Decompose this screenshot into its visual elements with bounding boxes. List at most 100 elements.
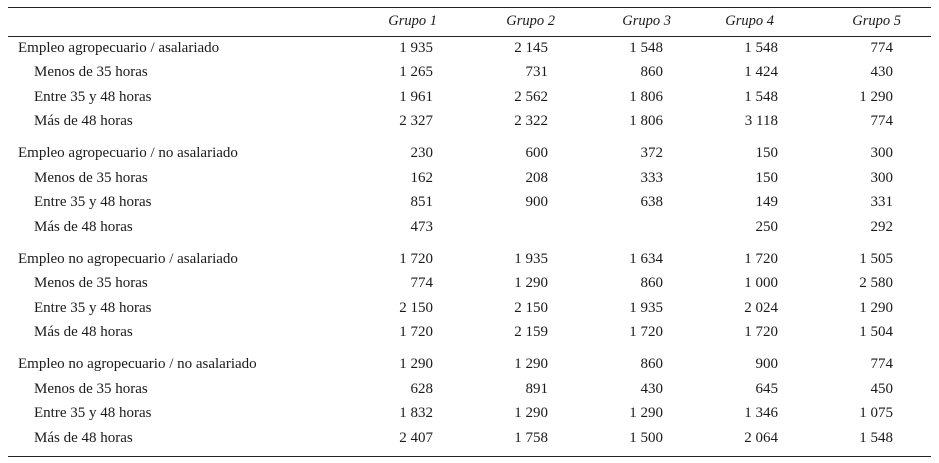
table-cell: 1 548 [629, 40, 663, 56]
row-label: Entre 35 y 48 horas [34, 300, 152, 316]
table-cell: 600 [525, 145, 549, 161]
table-cell: 1 806 [629, 113, 663, 129]
table-cell: 1 290 [859, 89, 893, 105]
table-cell: 1 290 [859, 300, 893, 316]
table-row: Más de 48 horas 2 327 2 322 1 806 3 118 774 [0, 111, 939, 131]
table-cell: 2 145 [514, 40, 548, 56]
row-label: Empleo no agropecuario / asalariado [18, 251, 238, 267]
table-top-rule [8, 7, 931, 9]
table-cell: 1 634 [629, 251, 663, 267]
table-cell: 900 [525, 194, 549, 210]
table-cell: 1 935 [514, 251, 548, 267]
table-cell: 2 064 [744, 430, 778, 446]
row-label: Más de 48 horas [34, 324, 133, 340]
table-cell: 1 961 [399, 89, 433, 105]
table-cell: 1 935 [629, 300, 663, 316]
table-cell: 1 832 [399, 405, 433, 421]
row-label: Empleo no agropecuario / no asalariado [18, 356, 257, 372]
row-label: Entre 35 y 48 horas [34, 194, 152, 210]
table-cell: 891 [525, 381, 549, 397]
table-cell: 774 [870, 113, 894, 129]
table-cell: 430 [870, 64, 894, 80]
table-cell: 1 500 [629, 430, 663, 446]
table-cell: 774 [870, 40, 894, 56]
table-cell: 774 [870, 356, 894, 372]
table-cell: 208 [525, 170, 549, 186]
table-cell: 250 [755, 219, 779, 235]
row-label: Entre 35 y 48 horas [34, 89, 152, 105]
table-cell: 1 290 [399, 356, 433, 372]
row-label: Menos de 35 horas [34, 170, 148, 186]
table-cell: 1 548 [744, 40, 778, 56]
table-cell: 860 [640, 275, 664, 291]
row-label: Menos de 35 horas [34, 275, 148, 291]
table-cell: 1 000 [744, 275, 778, 291]
table-row: Más de 48 horas 1 720 2 159 1 720 1 720 1 504 [0, 322, 939, 342]
table-cell: 150 [755, 145, 779, 161]
row-label: Más de 48 horas [34, 430, 133, 446]
table-cell: 628 [410, 381, 434, 397]
table-cell: 1 720 [629, 324, 663, 340]
table-cell: 300 [870, 145, 894, 161]
table-cell: 333 [640, 170, 664, 186]
table-cell: 2 159 [514, 324, 548, 340]
row-label: Entre 35 y 48 horas [34, 405, 152, 421]
table-cell: 149 [755, 194, 779, 210]
table-cell: 645 [755, 381, 779, 397]
table-cell: 2 407 [399, 430, 433, 446]
table-cell: 1 720 [399, 251, 433, 267]
table-cell: 150 [755, 170, 779, 186]
row-label: Empleo agropecuario / no asalariado [18, 145, 238, 161]
row-label: Menos de 35 horas [34, 64, 148, 80]
table-row: Menos de 35 horas 162 208 333 150 300 [0, 168, 939, 188]
table-cell: 1 548 [744, 89, 778, 105]
table-cell: 2 322 [514, 113, 548, 129]
row-label: Empleo agropecuario / asalariado [18, 40, 220, 56]
column-header: Grupo 2 [506, 13, 555, 29]
table-cell: 1 290 [514, 405, 548, 421]
table-row: Menos de 35 horas 628 891 430 645 450 [0, 379, 939, 399]
table-cell: 860 [640, 356, 664, 372]
table-cell: 1 265 [399, 64, 433, 80]
table-cell: 900 [755, 356, 779, 372]
column-header: Grupo 3 [622, 13, 671, 29]
table-cell: 860 [640, 64, 664, 80]
table-bottom-rule [8, 456, 931, 458]
row-label: Más de 48 horas [34, 113, 133, 129]
table-row: Más de 48 horas 2 407 1 758 1 500 2 064 1 548 [0, 428, 939, 448]
column-header: Grupo 1 [388, 13, 437, 29]
table-row: Menos de 35 horas 774 1 290 860 1 000 2 580 [0, 273, 939, 293]
table-cell: 1 548 [859, 430, 893, 446]
table-row: Menos de 35 horas 1 265 731 860 1 424 430 [0, 62, 939, 82]
table-cell: 1 075 [859, 405, 893, 421]
table-cell: 162 [410, 170, 434, 186]
table-cell: 1 720 [399, 324, 433, 340]
table-cell: 2 580 [859, 275, 893, 291]
table-cell: 1 346 [744, 405, 778, 421]
table-group-row: Empleo agropecuario / asalariado 1 935 2 1… [0, 38, 939, 58]
table-cell: 1 424 [744, 64, 778, 80]
table-group-row: Empleo no agropecuario / asalariado 1 720… [0, 249, 939, 269]
table-cell: 2 562 [514, 89, 548, 105]
table-cell: 430 [640, 381, 664, 397]
table-row: Entre 35 y 48 horas 851 900 638 149 331 [0, 192, 939, 212]
header-rule [8, 36, 931, 37]
table-cell: 1 504 [859, 324, 893, 340]
table-cell: 1 290 [629, 405, 663, 421]
table-cell: 731 [525, 64, 549, 80]
table-cell: 774 [410, 275, 434, 291]
row-label: Menos de 35 horas [34, 381, 148, 397]
table-row: Entre 35 y 48 horas 1 961 2 562 1 806 1 548 1… [0, 87, 939, 107]
row-label: Más de 48 horas [34, 219, 133, 235]
table-cell: 331 [870, 194, 894, 210]
table-cell: 372 [640, 145, 664, 161]
table-cell: 2 327 [399, 113, 433, 129]
table-cell: 292 [870, 219, 894, 235]
table-group-row: Empleo agropecuario / no asalariado 230 60… [0, 143, 939, 163]
table-cell: 1 806 [629, 89, 663, 105]
table-cell: 2 024 [744, 300, 778, 316]
table-row: Entre 35 y 48 horas 2 150 2 150 1 935 2 024 1… [0, 298, 939, 318]
table-cell: 450 [870, 381, 894, 397]
column-header: Grupo 4 [725, 13, 774, 29]
table-cell: 473 [410, 219, 434, 235]
